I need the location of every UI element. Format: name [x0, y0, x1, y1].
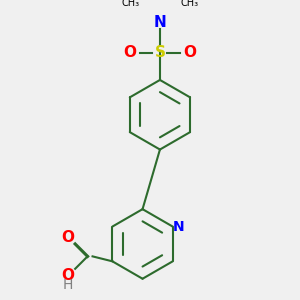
Text: O: O — [61, 268, 74, 283]
Text: CH₃: CH₃ — [121, 0, 139, 8]
Text: N: N — [154, 15, 166, 30]
Text: CH₃: CH₃ — [181, 0, 199, 8]
Text: O: O — [124, 45, 136, 60]
Text: S: S — [154, 45, 165, 60]
Text: O: O — [61, 230, 74, 245]
Text: O: O — [183, 45, 196, 60]
Text: N: N — [173, 220, 184, 234]
Text: H: H — [62, 278, 73, 292]
